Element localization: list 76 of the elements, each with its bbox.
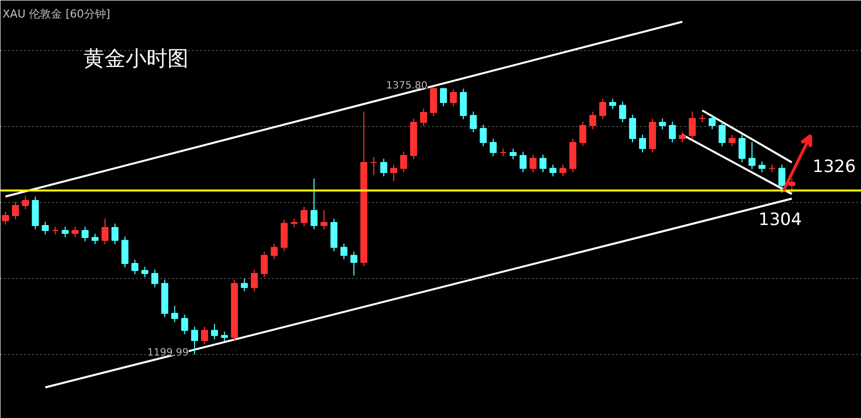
candlestick [92, 233, 99, 245]
candlestick [181, 314, 188, 335]
candlestick [260, 251, 268, 278]
candlestick [559, 164, 566, 177]
candlestick [738, 134, 746, 163]
candlestick [220, 331, 228, 342]
candlestick [658, 118, 666, 130]
candlestick [470, 111, 477, 133]
annotation: 1304 [758, 210, 802, 230]
candlestick [22, 195, 29, 210]
candlestick [211, 324, 218, 340]
candlestick [420, 108, 428, 127]
candlestick [589, 111, 596, 130]
candlestick [2, 211, 9, 226]
candlestick [530, 154, 537, 173]
candlestick [82, 226, 89, 242]
candlestick [111, 223, 118, 245]
candlestick [131, 259, 138, 275]
candlestick [688, 110, 696, 140]
candlestick [400, 151, 408, 173]
candlestick [718, 121, 726, 147]
candlestick [728, 134, 736, 147]
candlestick [520, 151, 527, 173]
candlestick [250, 269, 258, 292]
candlestick [380, 158, 388, 177]
candlestick [440, 87, 447, 107]
candlestick [350, 251, 358, 276]
candlestick [390, 164, 398, 182]
candlestick [668, 121, 676, 143]
candlestick [240, 278, 248, 292]
candlestick [599, 98, 606, 120]
candlestick [320, 210, 328, 230]
annotation: 1199.99 [147, 347, 189, 358]
candlestick [430, 87, 437, 117]
candlestick [201, 326, 208, 345]
candlestick [629, 114, 636, 143]
candlestick [778, 164, 786, 194]
candlestick [619, 101, 626, 123]
candlestick [310, 178, 318, 230]
candlestick [708, 114, 716, 130]
candlestick [340, 243, 348, 260]
candlestick [748, 141, 756, 170]
candlestick [549, 164, 556, 177]
candlestick [141, 266, 148, 278]
candlestick [450, 88, 457, 107]
candlestick [579, 121, 586, 147]
candlestick [52, 226, 59, 235]
candlestick [609, 98, 616, 110]
candlestick [698, 114, 706, 123]
candlestick [151, 269, 158, 288]
candlestick [490, 138, 497, 157]
candlestick [280, 219, 288, 252]
candlestick [788, 178, 796, 194]
candlestick [510, 148, 517, 160]
candlestick [72, 226, 79, 238]
candlestick [102, 218, 108, 245]
candlestick [758, 161, 766, 173]
candlestick [500, 148, 507, 157]
candlestick [300, 206, 308, 227]
candlestick [191, 326, 198, 355]
candlestick [460, 88, 467, 120]
candlestick [539, 154, 546, 173]
candlestick [270, 243, 278, 260]
candlestick [121, 236, 128, 268]
text: XAU 伦敦金 [60分钟] [2, 8, 110, 20]
text: 1326 [812, 157, 856, 177]
annotation: 1375.80 [386, 80, 428, 92]
candlestick [370, 156, 378, 176]
candlestick [480, 124, 487, 147]
text: 黄金小时图 [84, 46, 188, 70]
candlestick [12, 201, 19, 220]
candlestick [42, 221, 49, 235]
candlestick [639, 134, 646, 153]
candlestick [678, 131, 686, 143]
candlestick [171, 305, 178, 323]
candlestick [62, 226, 69, 238]
